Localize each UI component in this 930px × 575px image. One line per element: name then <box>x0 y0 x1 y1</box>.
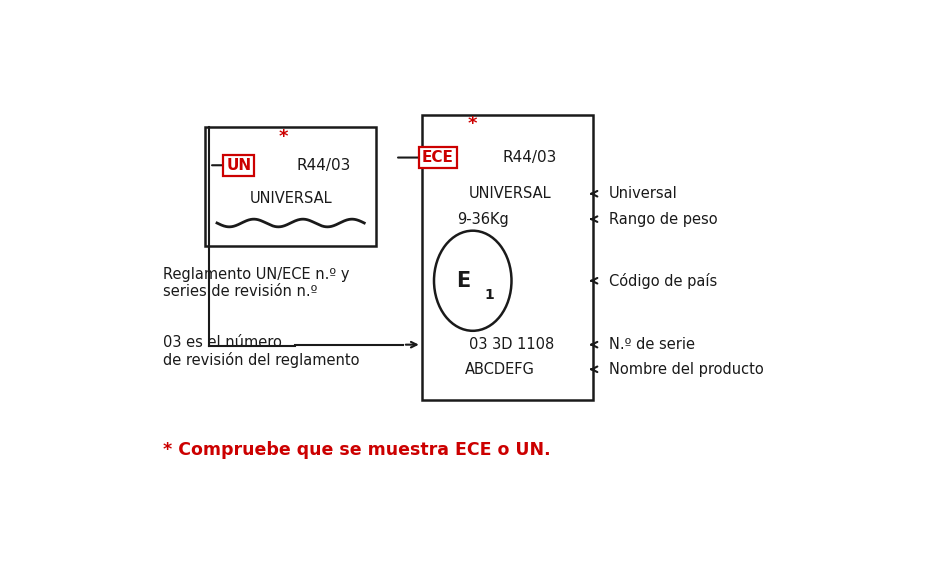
Text: R44/03: R44/03 <box>502 150 556 165</box>
Text: 03 es el número
de revisión del reglamento: 03 es el número de revisión del reglamen… <box>163 335 359 368</box>
Text: * Compruebe que se muestra ECE o UN.: * Compruebe que se muestra ECE o UN. <box>163 441 551 459</box>
Text: UN: UN <box>226 158 251 172</box>
Text: Reglamento UN/ECE n.º y
series de revisión n.º: Reglamento UN/ECE n.º y series de revisi… <box>163 267 350 300</box>
Ellipse shape <box>434 231 512 331</box>
Text: Nombre del producto: Nombre del producto <box>609 362 764 377</box>
Text: 03 3D 1108: 03 3D 1108 <box>469 337 554 352</box>
Text: *: * <box>278 128 287 145</box>
Text: *: * <box>468 116 477 133</box>
Text: ECE: ECE <box>422 150 454 165</box>
Text: 9-36Kg: 9-36Kg <box>458 212 509 227</box>
Text: Universal: Universal <box>609 186 678 201</box>
Text: N.º de serie: N.º de serie <box>609 337 695 352</box>
Text: 1: 1 <box>485 289 494 302</box>
Text: UNIVERSAL: UNIVERSAL <box>469 186 551 201</box>
Text: R44/03: R44/03 <box>296 158 351 172</box>
Text: Rango de peso: Rango de peso <box>609 212 718 227</box>
Text: UNIVERSAL: UNIVERSAL <box>249 191 332 206</box>
Text: E: E <box>457 271 471 291</box>
Text: ABCDEFG: ABCDEFG <box>465 362 535 377</box>
Text: Código de país: Código de país <box>609 273 717 289</box>
FancyBboxPatch shape <box>422 115 593 400</box>
FancyBboxPatch shape <box>206 126 376 246</box>
